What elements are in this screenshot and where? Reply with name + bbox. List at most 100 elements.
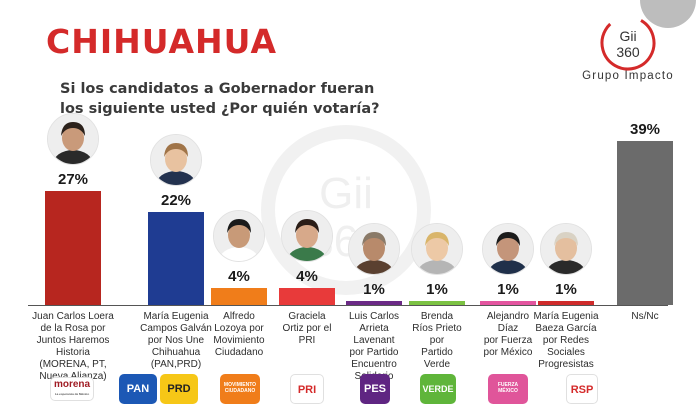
candidate-label-line: Ns/Nc (631, 311, 659, 322)
bar-7 (480, 300, 536, 305)
bar-5 (346, 300, 402, 305)
candidate-label-line: Graciela (288, 311, 326, 322)
candidate-label-line: Ríos Prieto (412, 323, 462, 334)
party-logo-text: FUERZA MÉXICO (497, 382, 519, 394)
logo-text-gii: Gii (619, 28, 636, 44)
party-logo-text: MOVIMIENTO CIUDADANO (223, 382, 257, 394)
candidate-label-line: Arrieta (359, 323, 389, 334)
party-logo-text: PRD (167, 383, 191, 395)
candidate-label-line: por Redes (542, 335, 590, 346)
data-label-8: 1% (555, 280, 577, 298)
svg-text:Gii: Gii (319, 169, 373, 218)
data-label-6: 1% (426, 280, 448, 298)
candidate-photo-6 (411, 222, 463, 275)
party-logo-pes: PES (360, 374, 390, 404)
party-logo-subtext: La esperanza de México (54, 392, 90, 396)
candidate-label-line: (PAN,PRD) (150, 359, 202, 370)
party-logo-pri: PRI (290, 374, 324, 404)
party-logo-pan: PAN (119, 374, 157, 404)
page-title: CHIHUAHUA (46, 22, 277, 61)
candidate-label-line: por Nos Une (147, 335, 205, 346)
gii360-logo: Gii 360 (600, 15, 656, 71)
bar-4 (279, 288, 335, 305)
data-label-3: 4% (228, 268, 250, 286)
candidate-label-6: Brenda Ríos Prieto por Partido Verde (389, 311, 485, 371)
party-logo-text: PRI (297, 384, 317, 396)
candidate-label-7: Alejandro Díaz por Fuerza por México (460, 311, 556, 359)
candidate-photo-5 (348, 222, 400, 275)
candidate-label-line: por (429, 335, 445, 346)
candidate-label-line: Sociales (547, 347, 585, 358)
candidate-label-line: María Eugenia (533, 311, 599, 322)
party-logo-rsp: RSP (566, 374, 598, 404)
data-label-5: 1% (363, 280, 385, 298)
candidate-photo-2 (150, 134, 202, 187)
candidate-label-line: Encuentro (351, 359, 397, 370)
candidate-label-1: Juan Carlos Loera de la Rosa por Juntos Ha… (25, 311, 121, 383)
candidate-label-line: por Partido (349, 347, 399, 358)
candidate-label-line: Alejandro (486, 311, 530, 322)
candidate-label-line: Partido (421, 347, 453, 358)
candidate-label-line: Nueva Alianza) (25, 371, 121, 383)
candidate-label-line: Progresistas (538, 359, 594, 370)
candidate-label-line: (MORENA, PT, (39, 359, 107, 370)
candidate-label-4: Graciela Ortiz por el PRI (259, 311, 355, 347)
data-label-2: 22% (160, 192, 192, 210)
candidate-label-line: por Fuerza (483, 335, 533, 346)
candidate-photo-1 (47, 113, 99, 166)
candidate-photo-3 (213, 210, 265, 263)
party-logo-text: morena (53, 379, 91, 390)
data-label-1: 27% (57, 171, 89, 189)
bar-8 (538, 300, 594, 305)
candidate-label-line: Ciudadano (214, 347, 264, 358)
data-label-7: 1% (497, 280, 519, 298)
party-logo-morena: morena La esperanza de México (50, 377, 94, 401)
candidate-label-line: Juan Carlos Loera (32, 311, 114, 322)
question-line-2: los siguiente usted ¿Por quién votaría? (60, 101, 380, 117)
candidate-label-line: Ortiz por el (282, 323, 332, 334)
bar-2 (148, 212, 204, 305)
candidate-label-8: María Eugenia Baeza García por Redes Social… (518, 311, 614, 371)
survey-question: Si los candidatos a Gobernador fueran lo… (60, 79, 400, 119)
candidate-label-line: de la Rosa por (40, 323, 106, 334)
candidate-label-line: Lavenant (353, 335, 395, 346)
party-logo-text: PAN (126, 383, 150, 395)
data-label-4: 4% (296, 268, 318, 286)
party-logo-verde: VERDE (420, 374, 456, 404)
candidate-label-line: Campos Galván (140, 323, 212, 334)
candidate-label-line: PRI (298, 335, 316, 346)
candidate-photo-7 (482, 222, 534, 275)
candidate-label-line: Historia (56, 347, 90, 358)
party-logo-text: PES (363, 383, 386, 395)
candidate-label-line: María Eugenia (143, 311, 209, 322)
party-logo-text: RSP (570, 384, 594, 396)
bar-6 (409, 300, 465, 305)
party-logo-prd: PRD (160, 374, 198, 404)
data-label-9: 39% (629, 121, 661, 138)
candidate-photo-4 (281, 210, 333, 263)
bar-3 (211, 288, 267, 305)
party-logo-movimiento-ciudadano: MOVIMIENTO CIUDADANO (220, 374, 260, 404)
candidate-label-line: Alfredo (223, 311, 255, 322)
brand-tagline: Grupo Impacto (582, 70, 674, 82)
bar-9 (617, 141, 673, 305)
party-logo-text: VERDE (422, 384, 454, 394)
candidate-label-line: por México (483, 347, 533, 358)
x-axis-baseline (28, 305, 668, 306)
candidate-label-line: Lozoya por (214, 323, 264, 334)
candidate-label-line: Luis Carlos (348, 311, 400, 322)
candidate-label-line: Chihuahua (151, 347, 201, 358)
candidate-label-line: Díaz (497, 323, 519, 334)
question-line-1: Si los candidatos a Gobernador fueran (60, 81, 375, 97)
candidate-label-3: Alfredo Lozoya por Movimiento Ciudadano (191, 311, 287, 359)
candidate-label-line: Movimiento (213, 335, 265, 346)
candidate-label-line: Baeza García (535, 323, 597, 334)
logo-text-360: 360 (616, 44, 640, 60)
candidate-photo-8 (540, 222, 592, 275)
candidate-label-line: Verde (423, 359, 451, 370)
candidate-label-9: Ns/Nc (597, 311, 693, 323)
bar-1 (45, 191, 101, 305)
candidate-label-line: Juntos Haremos (36, 335, 110, 346)
candidate-label-2: María Eugenia Campos Galván por Nos Une Chi… (128, 311, 224, 371)
